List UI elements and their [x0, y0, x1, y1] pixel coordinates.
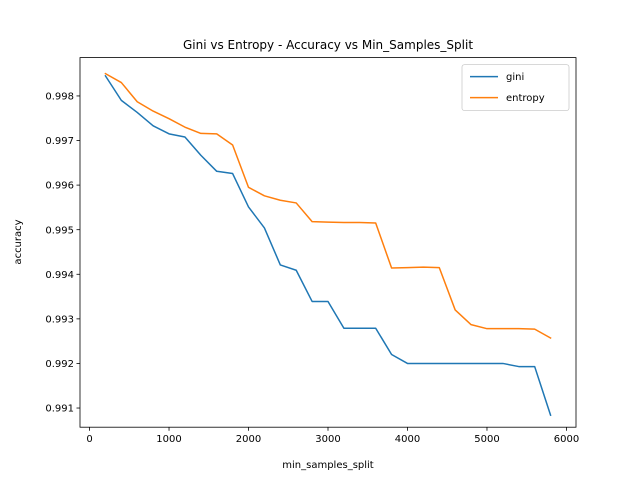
series-lines: [104, 72, 552, 417]
x-tick-label: 1000: [156, 434, 181, 445]
y-tick-label: 0.998: [45, 92, 74, 103]
series-line-gini: [104, 74, 552, 417]
x-axis: 0 1000 2000 3000 4000 5000 6000: [86, 427, 579, 445]
y-tick-label: 0.997: [45, 136, 74, 147]
chart-title: Gini vs Entropy - Accuracy vs Min_Sample…: [183, 38, 473, 52]
x-axis-label: min_samples_split: [282, 460, 374, 471]
y-axis-label: accuracy: [13, 219, 24, 264]
x-tick-label: 5000: [474, 434, 499, 445]
legend-label-gini: gini: [506, 72, 524, 83]
y-tick-label: 0.995: [45, 225, 74, 236]
y-tick-label: 0.993: [45, 314, 74, 325]
y-tick-label: 0.992: [45, 359, 74, 370]
x-tick-label: 2000: [236, 434, 261, 445]
y-tick-label: 0.994: [45, 270, 74, 281]
x-tick-label: 6000: [554, 434, 579, 445]
series-line-entropy: [104, 72, 552, 340]
x-tick-label: 3000: [315, 434, 340, 445]
x-tick-label: 0: [86, 434, 92, 445]
y-tick-label: 0.996: [45, 181, 74, 192]
plot-frame: [79, 57, 577, 428]
y-tick-label: 0.991: [45, 404, 74, 415]
legend-label-entropy: entropy: [506, 93, 545, 104]
x-tick-label: 4000: [395, 434, 420, 445]
y-axis: 0.991 0.992 0.993 0.994 0.995 0.996 0.997 0.998: [45, 92, 80, 415]
legend: gini entropy: [461, 64, 570, 111]
